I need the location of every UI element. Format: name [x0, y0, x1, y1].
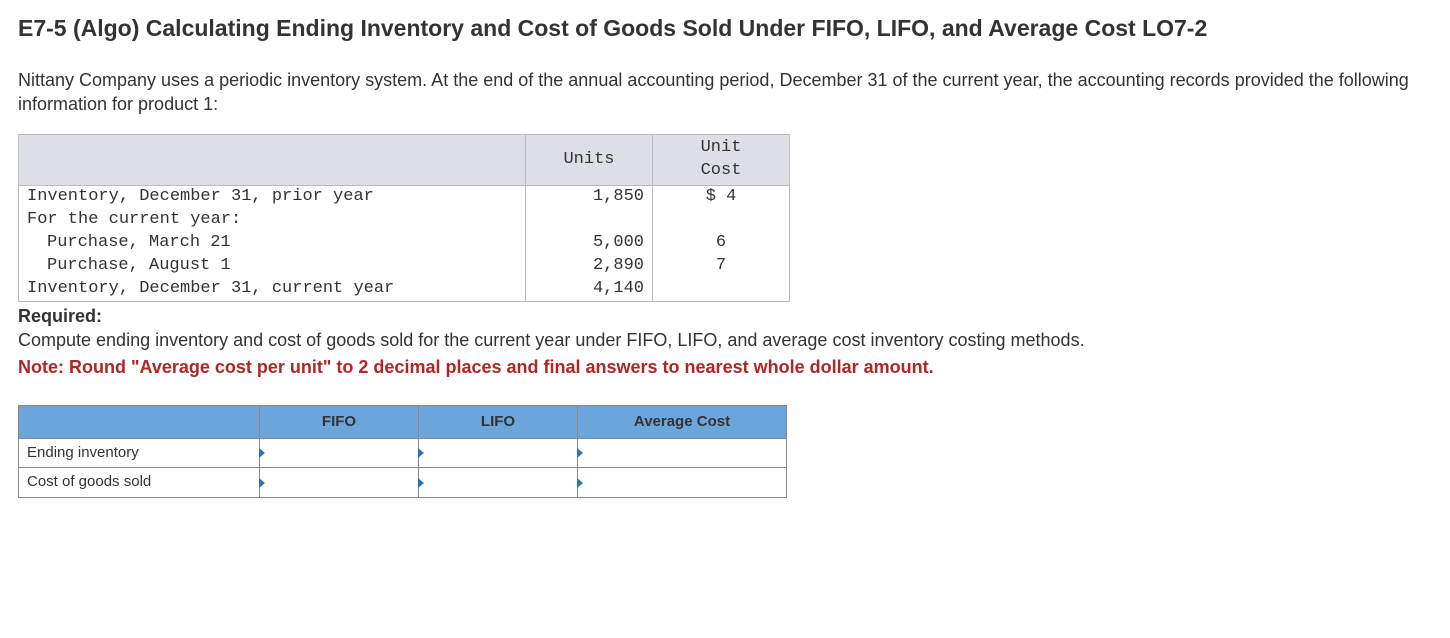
cost-cell: $ 4: [653, 186, 790, 209]
cost-cell: 7: [653, 255, 790, 278]
caret-icon: [259, 478, 265, 488]
page-title: E7-5 (Algo) Calculating Ending Inventory…: [18, 14, 1432, 44]
units-cell: [526, 209, 653, 232]
col-header-lifo: LIFO: [419, 405, 578, 438]
table-row: Inventory, December 31, prior year 1,850…: [19, 186, 790, 209]
units-cell: 2,890: [526, 255, 653, 278]
col-header-fifo: FIFO: [260, 405, 419, 438]
intro-text: Nittany Company uses a periodic inventor…: [18, 68, 1432, 117]
desc-cell: Inventory, December 31, prior year: [19, 186, 526, 209]
desc-cell: For the current year:: [19, 209, 526, 232]
input-ending-lifo[interactable]: [419, 439, 578, 468]
header-desc-blank: [19, 135, 526, 186]
caret-icon: [577, 448, 583, 458]
header-unit-cost: Unit Cost: [653, 135, 790, 186]
desc-cell: Inventory, December 31, current year: [19, 278, 526, 301]
table-row: Purchase, August 1 2,890 7: [19, 255, 790, 278]
units-cell: 4,140: [526, 278, 653, 301]
table-row: For the current year:: [19, 209, 790, 232]
units-cell: 1,850: [526, 186, 653, 209]
cost-cell: [653, 278, 790, 301]
desc-cell: Purchase, August 1: [19, 255, 526, 278]
desc-cell: Purchase, March 21: [19, 232, 526, 255]
caret-icon: [418, 478, 424, 488]
units-cell: 5,000: [526, 232, 653, 255]
col-header-avg: Average Cost: [578, 405, 787, 438]
table-row: Inventory, December 31, current year 4,1…: [19, 278, 790, 301]
inventory-data-table: Units Unit Cost Inventory, December 31, …: [18, 134, 790, 302]
answer-header-blank: [19, 405, 260, 438]
row-label-cogs: Cost of goods sold: [19, 468, 260, 497]
input-cogs-lifo[interactable]: [419, 468, 578, 497]
caret-icon: [418, 448, 424, 458]
caret-icon: [577, 478, 583, 488]
row-label-ending: Ending inventory: [19, 439, 260, 468]
input-ending-fifo[interactable]: [260, 439, 419, 468]
table-row: Purchase, March 21 5,000 6: [19, 232, 790, 255]
caret-icon: [259, 448, 265, 458]
header-units: Units: [526, 135, 653, 186]
cost-cell: [653, 209, 790, 232]
input-cogs-avg[interactable]: [578, 468, 787, 497]
input-ending-avg[interactable]: [578, 439, 787, 468]
answer-row-ending: Ending inventory: [19, 439, 787, 468]
required-text: Compute ending inventory and cost of goo…: [18, 328, 1432, 352]
cost-cell: 6: [653, 232, 790, 255]
answer-table: FIFO LIFO Average Cost Ending inventory …: [18, 405, 787, 498]
note-text: Note: Round "Average cost per unit" to 2…: [18, 355, 1432, 379]
answer-row-cogs: Cost of goods sold: [19, 468, 787, 497]
required-label: Required:: [18, 304, 1432, 328]
input-cogs-fifo[interactable]: [260, 468, 419, 497]
